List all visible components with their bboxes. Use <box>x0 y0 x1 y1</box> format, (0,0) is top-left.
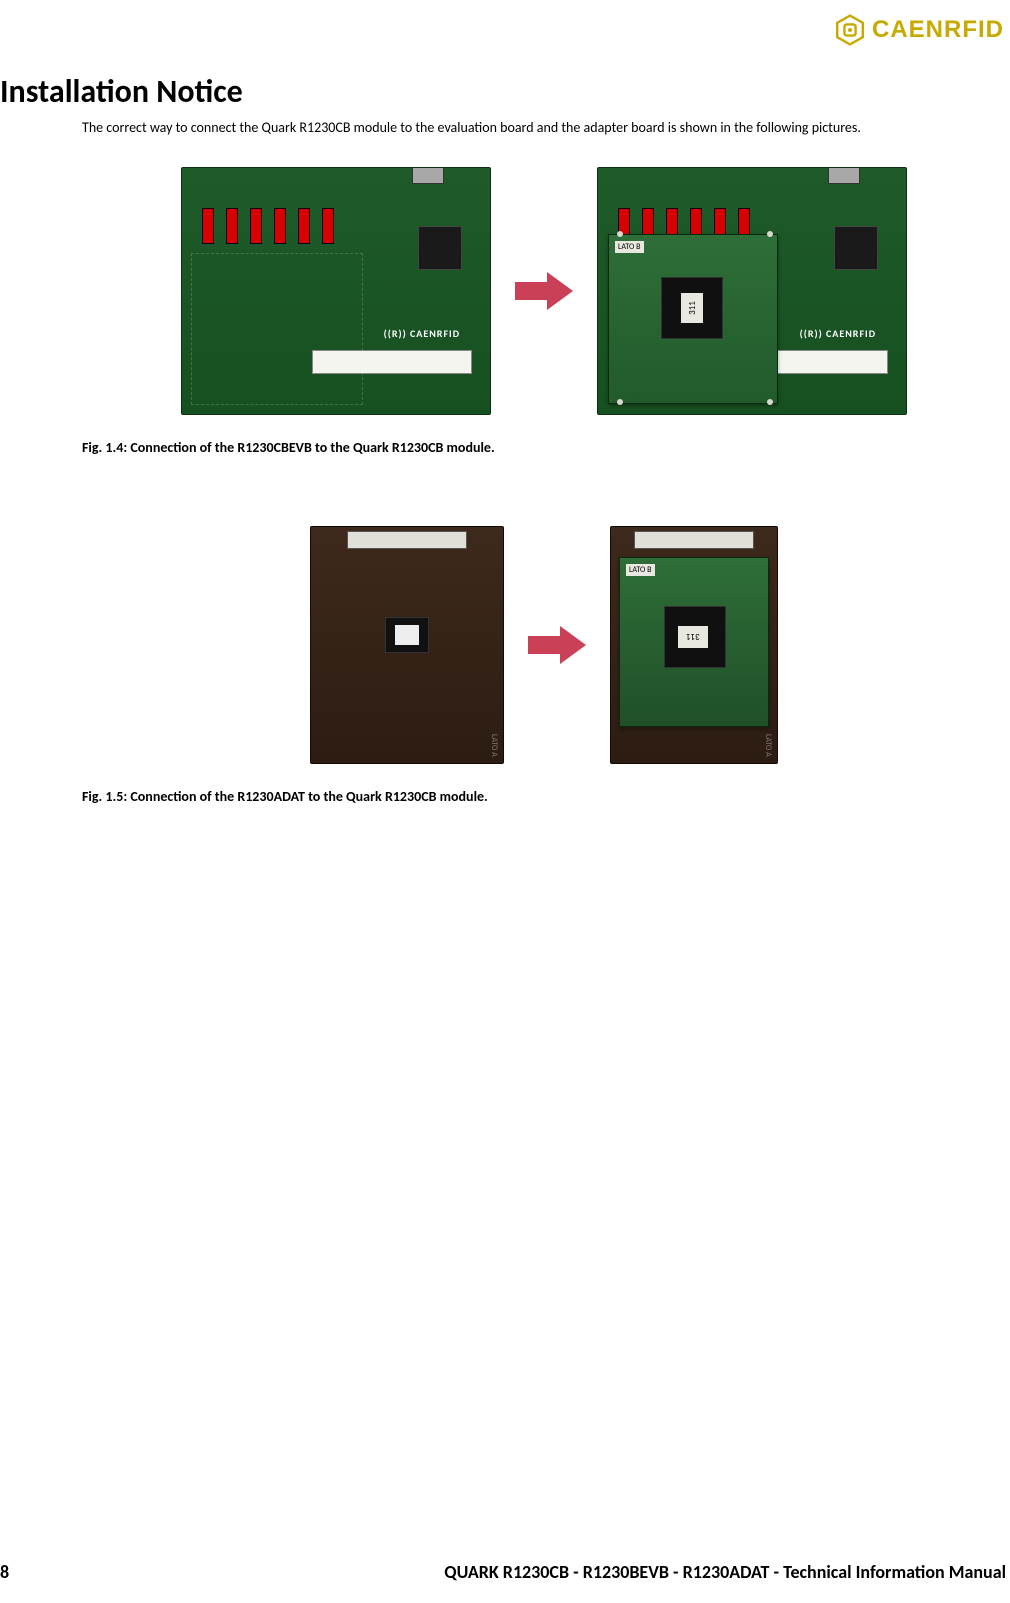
dip-switches <box>202 208 334 244</box>
module-side-tag: LATO B <box>626 564 655 576</box>
arrow-right-icon <box>528 626 586 664</box>
adapter-side-text: LATO A <box>763 734 773 757</box>
switch-icon <box>226 208 238 244</box>
switch-icon <box>202 208 214 244</box>
adapter-chip-label <box>395 625 419 645</box>
module-chip-label: 311 <box>681 293 703 323</box>
eval-board-empty: ((R)) CAENRFID <box>181 167 491 415</box>
module-slot-outline <box>192 254 362 404</box>
header-connector-icon <box>347 531 467 549</box>
usb-connector-icon <box>412 167 444 184</box>
module-side-tag: LATO B <box>615 241 644 253</box>
figure-1-5-row: LATO A LATO B 311 LATO A <box>82 526 1006 764</box>
mcu-chip-icon <box>418 226 462 270</box>
figure-1-4-row: ((R)) CAENRFID ((R)) CAENRFID <box>82 167 1006 415</box>
page-number: 8 <box>0 1561 9 1583</box>
silkscreen-brand: ((R)) CAENRFID <box>384 327 460 340</box>
eval-board-with-module: ((R)) CAENRFID LATO B 311 <box>597 167 907 415</box>
quark-module-mounted: LATO B 311 <box>619 557 769 727</box>
section-heading: Installation Notice <box>0 72 1010 111</box>
figure-1-4-caption: Fig. 1.4: Connection of the R1230CBEVB t… <box>82 439 1006 456</box>
intro-paragraph: The correct way to connect the Quark R12… <box>82 119 1006 137</box>
adapter-board-empty: LATO A <box>310 526 504 764</box>
switch-icon <box>274 208 286 244</box>
switch-icon <box>250 208 262 244</box>
brand-logo-text: CAENRFID <box>872 16 1004 44</box>
quark-module-mounted: LATO B 311 <box>608 234 778 404</box>
page: CAENRFID Installation Notice The correct… <box>0 0 1010 1603</box>
footer-doc-title: QUARK R1230CB - R1230BEVB - R1230ADAT - … <box>444 1561 1006 1583</box>
adapter-board-with-module: LATO B 311 LATO A <box>610 526 778 764</box>
switch-icon <box>298 208 310 244</box>
mcu-chip-icon <box>834 226 878 270</box>
figure-1-5-caption: Fig. 1.5: Connection of the R1230ADAT to… <box>82 788 1006 805</box>
silkscreen-brand: ((R)) CAENRFID <box>800 327 876 340</box>
content-body: The correct way to connect the Quark R12… <box>0 119 1010 805</box>
arrow-right-icon <box>515 272 573 310</box>
switch-icon <box>322 208 334 244</box>
page-footer: 8 QUARK R1230CB - R1230BEVB - R1230ADAT … <box>0 1561 1010 1583</box>
adapter-side-text: LATO A <box>489 734 499 757</box>
brand-logo: CAENRFID <box>834 14 1004 46</box>
module-chip-label: 311 <box>678 626 708 648</box>
usb-connector-icon <box>828 167 860 184</box>
header-connector-icon <box>634 531 754 549</box>
logo-hex-icon <box>834 14 866 46</box>
